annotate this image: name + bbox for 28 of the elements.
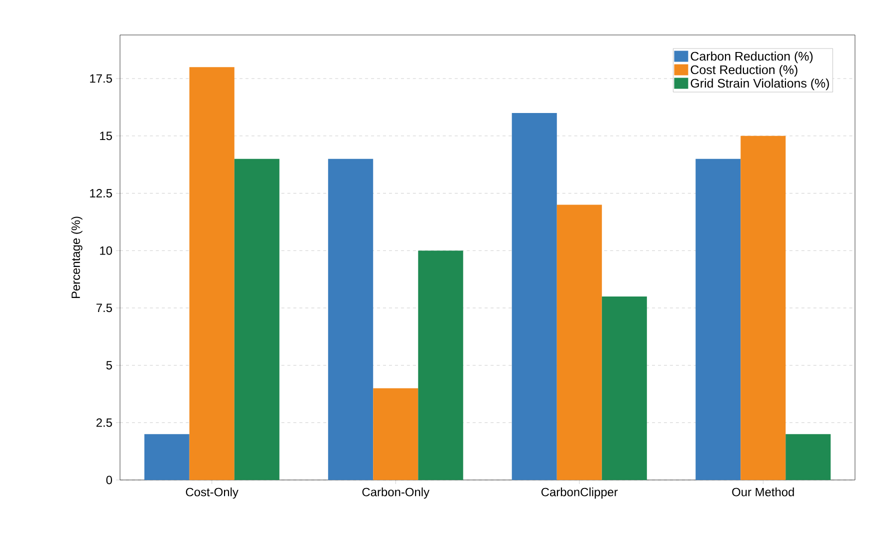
bar [512, 112, 557, 480]
y-axis-title: Percentage (%) [71, 216, 82, 298]
y-tick-label: 10 [100, 246, 112, 255]
x-tick-label: Our Method [732, 488, 794, 496]
bar [144, 434, 190, 480]
bar [373, 388, 418, 480]
y-tick-label: 12.5 [90, 189, 112, 198]
y-tick-label: 17.5 [90, 74, 112, 83]
legend-label: Cost Reduction (%) [690, 65, 798, 77]
bar [696, 158, 741, 480]
bar [328, 158, 374, 480]
x-tick-label: Cost-Only [186, 488, 238, 499]
y-tick-label: 2.5 [96, 418, 112, 427]
y-tick-label: 15 [100, 132, 112, 140]
x-tick-label: CarbonClipper [541, 488, 618, 499]
legend-label: Carbon Reduction (%) [690, 52, 813, 64]
y-tick-label: 5 [106, 361, 112, 370]
x-tick-label: Carbon-Only [362, 488, 430, 499]
bar [418, 250, 464, 480]
bar [189, 67, 234, 480]
y-tick-label: 7.5 [96, 304, 112, 312]
bar [234, 158, 280, 480]
bar [786, 434, 831, 480]
bar [556, 204, 602, 480]
bar [740, 136, 786, 480]
bar [602, 296, 647, 480]
legend-label: Grid Strain Violations (%) [690, 78, 829, 90]
y-tick-label: 0 [106, 476, 112, 484]
